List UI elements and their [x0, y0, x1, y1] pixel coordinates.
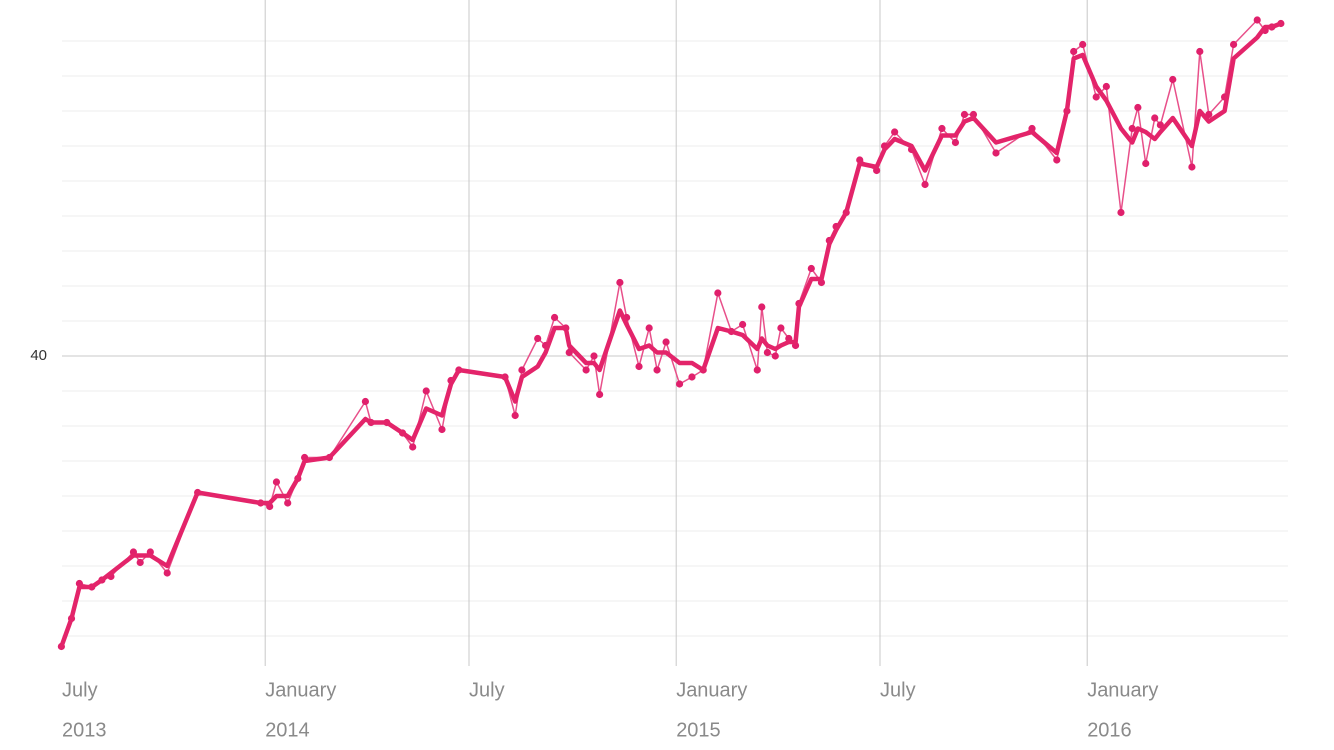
data-point	[1142, 159, 1150, 168]
data-point	[1070, 47, 1078, 56]
data-point	[951, 138, 960, 147]
data-point	[409, 443, 417, 451]
series-line	[60, 19, 1282, 648]
data-point	[1134, 103, 1142, 112]
data-point	[518, 366, 526, 374]
data-point	[771, 352, 779, 360]
data-point	[361, 397, 370, 406]
data-point	[1128, 124, 1136, 133]
data-point	[763, 348, 772, 357]
data-point	[938, 124, 946, 133]
data-point	[1102, 82, 1110, 91]
data-point	[753, 366, 761, 374]
data-point	[1196, 47, 1204, 56]
data-point	[662, 338, 670, 346]
data-point	[163, 569, 171, 577]
data-point	[1117, 208, 1125, 217]
data-point	[714, 289, 722, 297]
data-point	[1169, 75, 1177, 84]
data-point	[616, 278, 624, 287]
data-point	[272, 478, 281, 486]
data-point	[739, 320, 747, 329]
data-point	[653, 366, 661, 374]
x-tick-label: January	[265, 679, 336, 701]
data-point	[992, 149, 1000, 157]
x-tick-label: July	[880, 679, 916, 701]
data-point	[960, 110, 969, 119]
data-point	[1253, 16, 1261, 24]
x-tick-label: January	[1087, 679, 1158, 701]
series-line	[59, 21, 1284, 649]
data-point	[758, 303, 766, 311]
data-point	[688, 373, 696, 381]
data-point	[1079, 40, 1087, 49]
x-tick-label: July	[62, 679, 98, 701]
data-point	[1151, 114, 1159, 122]
data-point	[777, 324, 785, 332]
data-point	[136, 558, 144, 567]
x-tick-year: 2016	[1087, 719, 1132, 741]
data-point	[1188, 163, 1196, 171]
data-point	[1092, 93, 1100, 101]
data-point	[807, 264, 815, 273]
data-point	[675, 380, 684, 388]
x-tick-year: 2014	[265, 719, 310, 741]
data-point	[921, 180, 929, 189]
data-point	[511, 411, 519, 420]
data-point	[534, 334, 542, 343]
x-tick-year: 2013	[62, 719, 107, 741]
data-point	[1053, 156, 1061, 164]
data-point	[590, 352, 598, 360]
y-tick-label: 40	[30, 347, 47, 364]
x-tick-label: July	[469, 679, 505, 701]
data-point	[891, 128, 899, 136]
data-point	[582, 366, 590, 374]
data-point	[596, 390, 604, 399]
data-point	[284, 499, 292, 507]
data-point	[438, 425, 446, 434]
x-tick-label: January	[676, 679, 747, 701]
data-point	[1229, 40, 1238, 49]
data-point	[645, 324, 653, 332]
data-point	[635, 362, 643, 371]
data-point	[550, 313, 559, 322]
x-tick-year: 2015	[676, 719, 721, 741]
data-point	[422, 387, 430, 395]
data-point	[565, 348, 573, 357]
